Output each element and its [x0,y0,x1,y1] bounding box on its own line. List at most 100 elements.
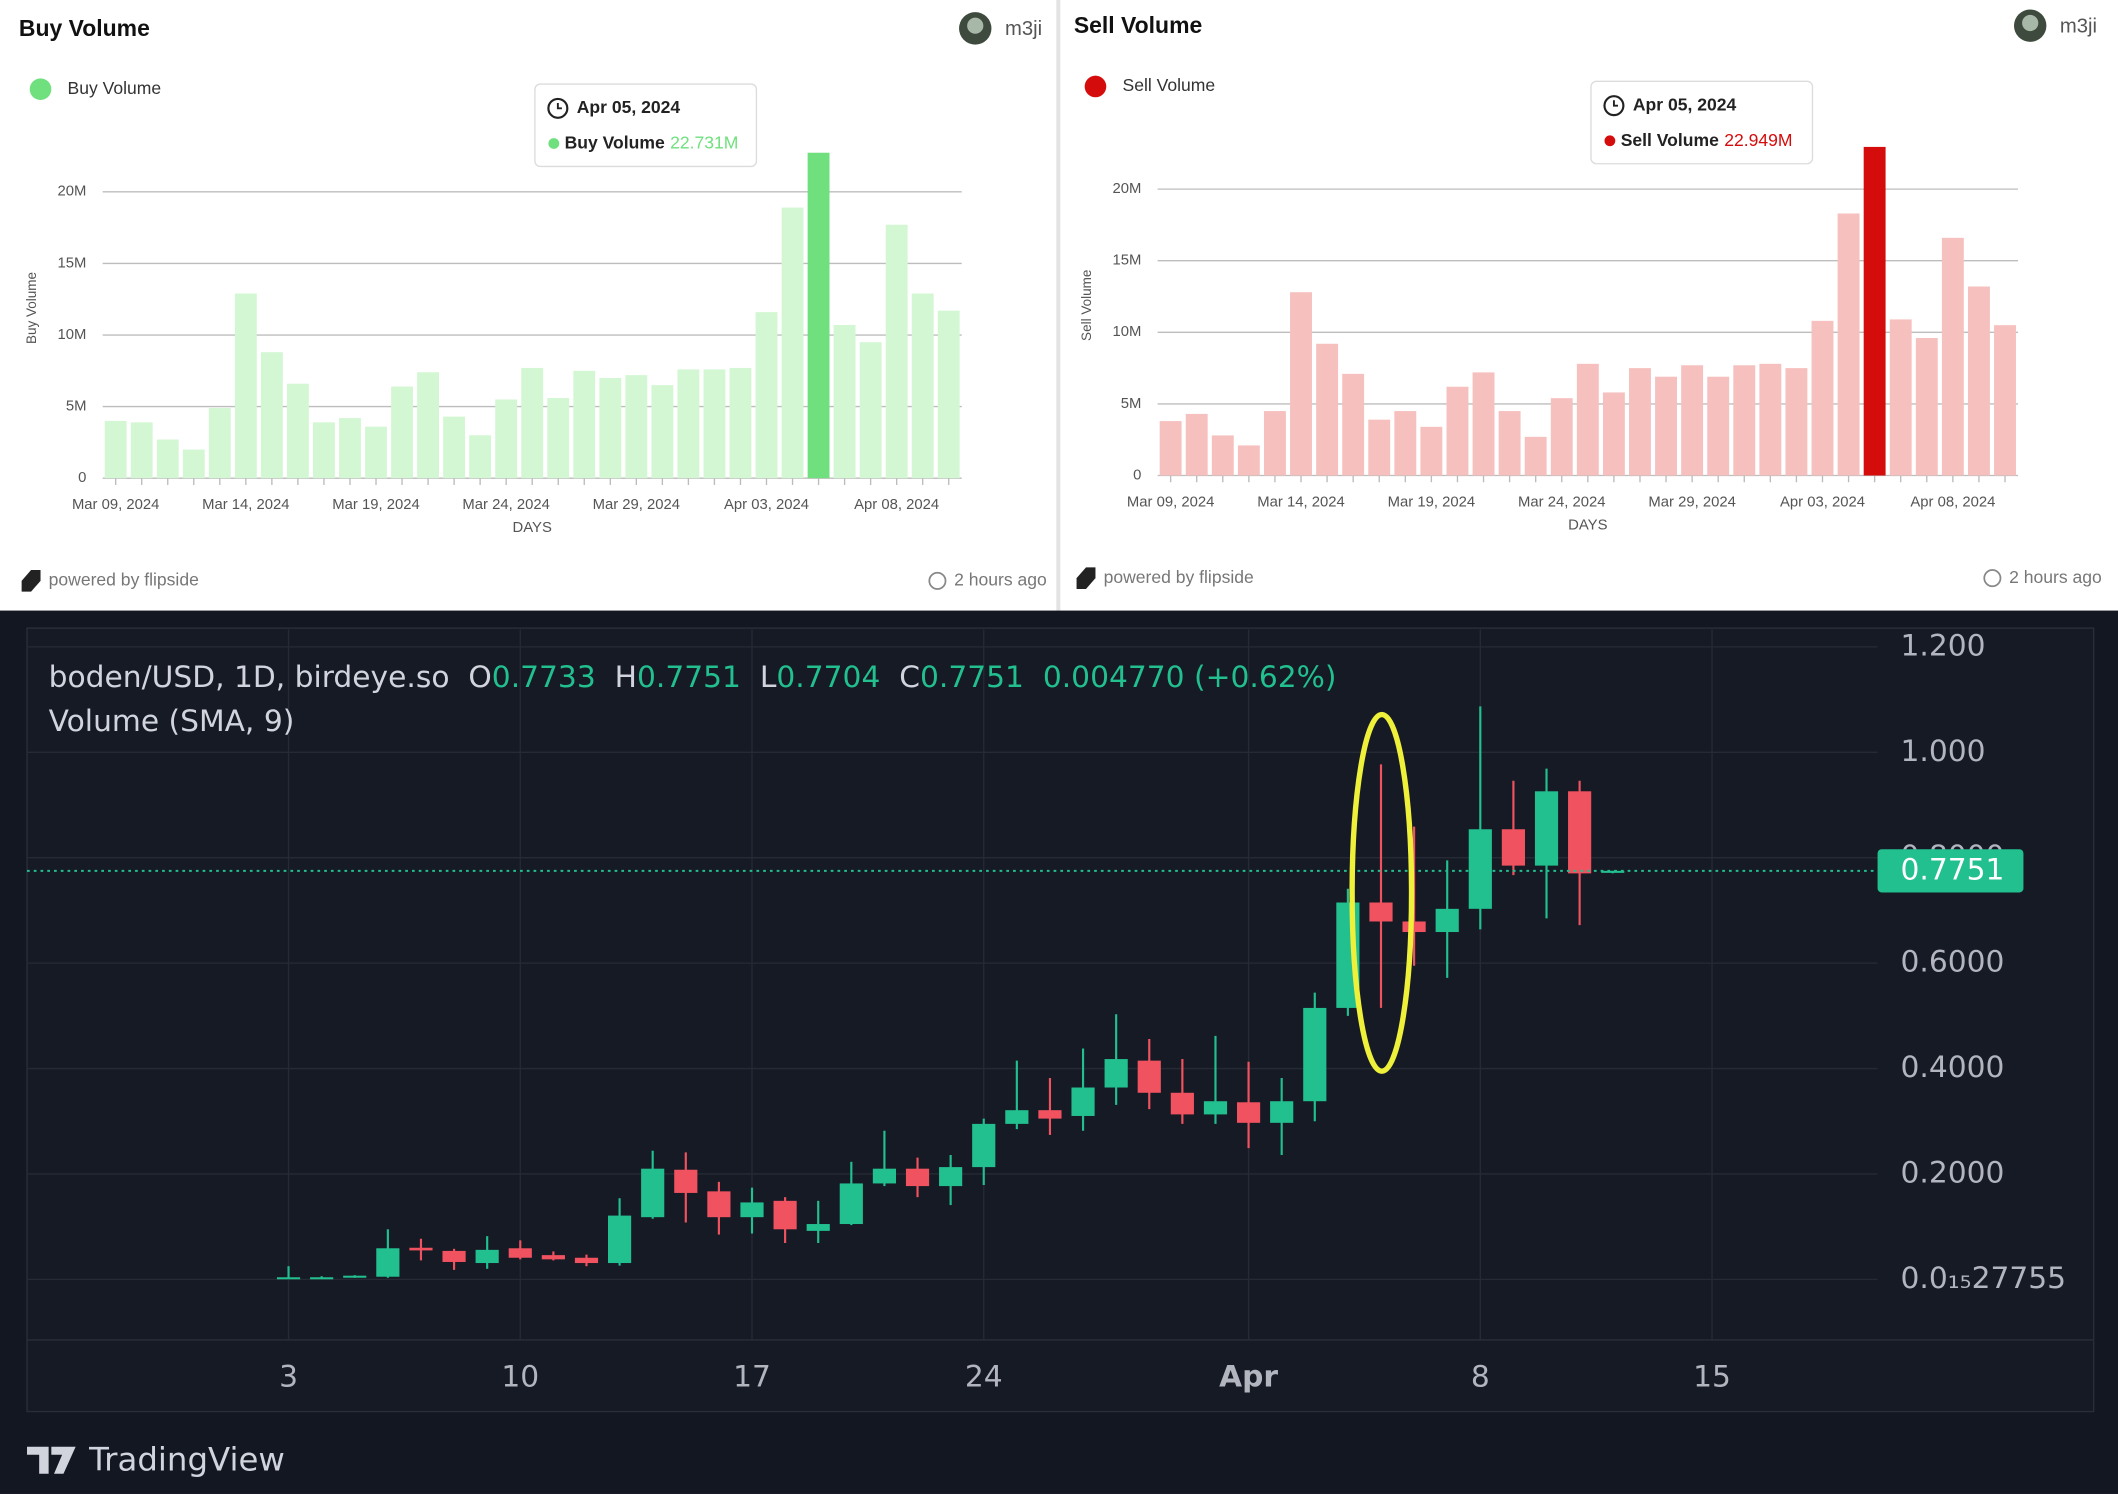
candle-body [276,1277,301,1280]
author: m3ji [1005,18,1042,40]
bar [703,369,726,479]
tooltip-dot [1604,135,1616,147]
bar [1785,368,1808,476]
legend-label: Sell Volume [1122,75,1215,95]
bar [1524,436,1547,476]
candle-body [1468,829,1492,909]
bar [1967,286,1990,476]
x-axis-label: DAYS [1568,517,1607,533]
bar [651,385,674,479]
candle-body [740,1202,764,1218]
bar [260,352,283,479]
y-tick-label: 20M [1113,181,1142,197]
bar [1759,363,1782,476]
bar [1941,237,1964,476]
x-tick-label: Mar 19, 2024 [332,497,419,513]
tooltip-dot [548,138,560,149]
bar [1576,363,1599,476]
bar [1368,419,1391,476]
y-tick-label: 0.2000 [1901,1155,2005,1190]
candle-body [674,1169,698,1193]
x-tick-label: Mar 24, 2024 [1518,494,1605,510]
highlight-ellipse [1349,711,1415,1074]
tooltip-title: Apr 05, 2024 [577,97,681,117]
legend-dot [29,78,52,100]
bar [1316,343,1339,476]
candle-body [1137,1060,1161,1093]
footer: powered by flipside [1104,567,1254,587]
candle-body [905,1168,930,1187]
x-tick-label: Apr 08, 2024 [1910,494,1995,510]
clock-icon [547,97,569,119]
tradingview-panel: 0.0₁₅277550.20000.40000.60000.80001.0001… [0,610,2118,1494]
x-tick-label: Apr 08, 2024 [854,497,939,513]
bar [547,398,570,479]
ohlc-value: 0.7751 [637,660,741,695]
bar [1629,368,1651,476]
updated: 2 hours ago [2009,567,2102,587]
candle-body [409,1247,433,1251]
x-tick-label: Apr 03, 2024 [1780,494,1865,510]
bar [1263,411,1286,476]
updated-icon [1983,569,2002,588]
bar [443,416,466,479]
y-tick-label: 0.6000 [1901,945,2005,980]
ohlc-key: H [615,660,637,695]
tooltip-series: Buy Volume [565,132,665,152]
candle-body [1005,1110,1029,1124]
candle-body [1071,1087,1095,1116]
y-tick-label: 0.4000 [1901,1050,2005,1085]
ohlc-key: C [899,660,920,695]
candle-body [343,1275,367,1278]
bar [781,207,804,479]
candle-body [1203,1101,1228,1115]
bar [573,370,596,479]
x-tick-label: Apr 03, 2024 [724,497,809,513]
candle-body [442,1250,466,1262]
candle-body [574,1257,599,1264]
tv-logo [27,1446,76,1474]
bar [677,369,700,479]
bar [1707,376,1730,476]
y-tick-label: 15M [58,255,87,271]
candle-body [475,1249,499,1264]
flipside-logo [21,570,41,592]
candle-body [1402,921,1426,933]
bar [339,418,361,479]
y-tick-label: 10M [1113,324,1142,340]
bar [885,224,908,479]
clock-icon [1603,95,1625,117]
candle-body [508,1248,532,1258]
updated: 2 hours ago [954,569,1047,589]
x-tick-label: Mar 29, 2024 [1648,494,1735,510]
candle-body [1369,902,1393,922]
candle-body [1104,1059,1128,1088]
bar [911,293,934,479]
candle-body [939,1167,963,1187]
candle-body [972,1123,996,1168]
x-axis-label: DAYS [513,520,552,536]
bar [755,312,778,479]
symbol: boden/USD, 1D, birdeye.so [49,660,450,695]
last-price-label: 0.7751 [1901,852,2005,887]
x-tick-label: 17 [733,1359,771,1394]
candle-body [839,1183,863,1225]
tooltip-value: 22.731M [670,132,738,152]
candle-body [1568,791,1592,874]
y-tick-label: 5M [66,399,87,415]
x-tick-label: Mar 14, 2024 [1257,494,1344,510]
x-tick-label: Mar 14, 2024 [202,497,289,513]
bar [1655,376,1677,476]
bar [313,422,335,479]
legend-dot [1084,75,1107,98]
x-tick-label: Mar 19, 2024 [1388,494,1475,510]
bar [1472,372,1495,476]
ohlc-key: O [468,660,491,695]
bar [625,375,648,479]
bar [521,367,544,479]
tooltip [1590,80,1814,165]
footer: powered by flipside [49,569,199,589]
bar [182,449,205,479]
